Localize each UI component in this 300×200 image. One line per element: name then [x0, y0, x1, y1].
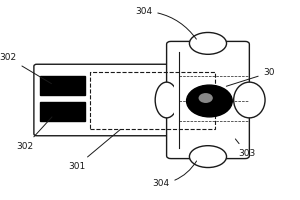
- Bar: [40, 102, 85, 121]
- Text: 303: 303: [236, 139, 255, 158]
- Ellipse shape: [189, 32, 226, 54]
- Bar: [174, 68, 185, 132]
- Text: 304: 304: [152, 161, 196, 188]
- Bar: [89, 72, 215, 129]
- Ellipse shape: [234, 82, 265, 118]
- FancyBboxPatch shape: [167, 41, 249, 159]
- Ellipse shape: [155, 82, 178, 118]
- FancyBboxPatch shape: [34, 64, 182, 136]
- Text: 301: 301: [68, 130, 120, 171]
- Text: 30: 30: [226, 68, 275, 86]
- Text: 304: 304: [135, 7, 196, 39]
- Bar: [40, 76, 85, 95]
- Circle shape: [199, 93, 213, 103]
- Text: 302: 302: [0, 53, 52, 84]
- Circle shape: [187, 85, 232, 117]
- Ellipse shape: [189, 146, 226, 168]
- Text: 302: 302: [17, 117, 52, 151]
